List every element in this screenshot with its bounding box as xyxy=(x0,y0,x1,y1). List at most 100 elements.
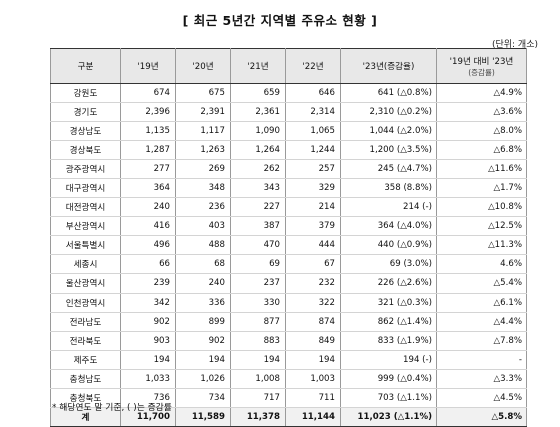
cell-region: 대전광역시 xyxy=(50,197,121,218)
cell-y23: 69 (3.0%) xyxy=(340,254,437,275)
cell-y23: 364 (△4.0%) xyxy=(340,216,437,237)
table-row: 강원도 674 675 659 646 641 (△0.8%) △4.9% xyxy=(50,83,527,104)
cell-change: 4.6% xyxy=(436,254,527,275)
cell-y20: 236 xyxy=(175,197,231,218)
cell-y21: 2,361 xyxy=(230,102,286,123)
cell-y19: 364 xyxy=(120,178,176,199)
cell-y19: 342 xyxy=(120,293,176,313)
cell-y23: 862 (△1.4%) xyxy=(340,312,437,332)
cell-change: △4.4% xyxy=(436,312,527,332)
table-row: 울산광역시 239 240 237 232 226 (△2.6%) △5.4% xyxy=(50,273,527,294)
header-change-label: '19년 대비 '23년 xyxy=(449,56,514,67)
cell-y19: 277 xyxy=(120,159,176,180)
cell-y22: 67 xyxy=(285,254,341,275)
cell-region: 경상남도 xyxy=(50,121,121,142)
cell-y19: 902 xyxy=(120,312,176,332)
cell-y22: 444 xyxy=(285,235,341,256)
cell-y20: 336 xyxy=(175,293,231,313)
table-row: 인천광역시 342 336 330 322 321 (△0.3%) △6.1% xyxy=(50,293,527,313)
cell-y23: 226 (△2.6%) xyxy=(340,273,437,294)
cell-region: 세종시 xyxy=(50,254,121,275)
cell-y20: 68 xyxy=(175,254,231,275)
table-row: 대전광역시 240 236 227 214 214 (-) △10.8% xyxy=(50,197,527,218)
cell-y23: 999 (△0.4%) xyxy=(340,369,437,389)
cell-y21: 330 xyxy=(230,293,286,313)
cell-y20: 488 xyxy=(175,235,231,256)
cell-y21: 262 xyxy=(230,159,286,180)
header-2023-label: '23년 xyxy=(362,62,384,72)
cell-y20: 902 xyxy=(175,331,231,351)
cell-y22: 2,314 xyxy=(285,102,341,123)
cell-change: △5.4% xyxy=(436,273,527,294)
cell-y22: 1,244 xyxy=(285,140,341,161)
table-row: 경상남도 1,135 1,117 1,090 1,065 1,044 (△2.0%) △8.… xyxy=(50,121,527,142)
cell-y23: 641 (△0.8%) xyxy=(340,83,437,104)
cell-y19: 240 xyxy=(120,197,176,218)
cell-region: 울산광역시 xyxy=(50,273,121,294)
cell-y23: 703 (△1.1%) xyxy=(340,388,437,408)
gas-station-table: 구분 '19년 '20년 '21년 '22년 '23년(증감율) '19년 대비… xyxy=(50,48,527,427)
cell-y19: 1,287 xyxy=(120,140,176,161)
table-row: 충청북도 736 734 717 711 703 (△1.1%) △4.5% xyxy=(50,388,527,408)
cell-region: 광주광역시 xyxy=(50,159,121,180)
cell-change: △12.5% xyxy=(436,216,527,237)
cell-y23: 245 (△4.7%) xyxy=(340,159,437,180)
table-row: 경상북도 1,287 1,263 1,264 1,244 1,200 (△3.5%) △6.… xyxy=(50,140,527,161)
cell-y22: 1,065 xyxy=(285,121,341,142)
cell-region: 인천광역시 xyxy=(50,293,121,313)
cell-y22: 711 xyxy=(285,388,341,408)
cell-change: △6.8% xyxy=(436,140,527,161)
cell-y20: 899 xyxy=(175,312,231,332)
cell-change: △8.0% xyxy=(436,121,527,142)
table-row: 충청남도 1,033 1,026 1,008 1,003 999 (△0.4%) △3.3% xyxy=(50,369,527,389)
cell-y21: 69 xyxy=(230,254,286,275)
cell-y21: 877 xyxy=(230,312,286,332)
cell-region: 대구광역시 xyxy=(50,178,121,199)
cell-y22: 322 xyxy=(285,293,341,313)
cell-region: 제주도 xyxy=(50,350,121,370)
cell-y20: 348 xyxy=(175,178,231,199)
cell-y19: 1,033 xyxy=(120,369,176,389)
cell-y21: 194 xyxy=(230,350,286,370)
cell-change: △7.8% xyxy=(436,331,527,351)
cell-y21: 1,090 xyxy=(230,121,286,142)
cell-y19: 416 xyxy=(120,216,176,237)
table-row: 전라북도 903 902 883 849 833 (△1.9%) △7.8% xyxy=(50,331,527,351)
table-title: [ 최근 5년간 지역별 주유소 현황 ] xyxy=(182,13,378,28)
cell-change: △3.3% xyxy=(436,369,527,389)
header-change: '19년 대비 '23년 (증감률) xyxy=(436,48,527,84)
cell-y20: 1,026 xyxy=(175,369,231,389)
cell-y20: 2,391 xyxy=(175,102,231,123)
cell-change: △4.5% xyxy=(436,388,527,408)
cell-y23: 440 (△0.9%) xyxy=(340,235,437,256)
cell-region: 경기도 xyxy=(50,102,121,123)
cell-region: 부산광역시 xyxy=(50,216,121,237)
table-row: 서울특별시 496 488 470 444 440 (△0.9%) △11.3% xyxy=(50,235,527,256)
header-change-sub: (증감률) xyxy=(468,67,495,77)
table-row: 광주광역시 277 269 262 257 245 (△4.7%) △11.6% xyxy=(50,159,527,180)
cell-y21: 1,264 xyxy=(230,140,286,161)
cell-y20: 734 xyxy=(175,388,231,408)
cell-y20: 403 xyxy=(175,216,231,237)
cell-change: - xyxy=(436,350,527,370)
cell-y21: 227 xyxy=(230,197,286,218)
header-2021: '21년 xyxy=(230,48,286,84)
cell-region: 서울특별시 xyxy=(50,235,121,256)
cell-region: 경상북도 xyxy=(50,140,121,161)
cell-y21: 659 xyxy=(230,83,286,104)
cell-y22: 214 xyxy=(285,197,341,218)
cell-y21: 387 xyxy=(230,216,286,237)
cell-y19: 903 xyxy=(120,331,176,351)
cell-change: △4.9% xyxy=(436,83,527,104)
cell-y21: 237 xyxy=(230,273,286,294)
cell-change: △6.1% xyxy=(436,293,527,313)
cell-y22: 646 xyxy=(285,83,341,104)
cell-change: △1.7% xyxy=(436,178,527,199)
cell-y20: 194 xyxy=(175,350,231,370)
cell-y22: 849 xyxy=(285,331,341,351)
header-2019: '19년 xyxy=(120,48,176,84)
cell-y20: 1,117 xyxy=(175,121,231,142)
cell-region: 전라북도 xyxy=(50,331,121,351)
cell-region: 강원도 xyxy=(50,83,121,104)
cell-y22: 329 xyxy=(285,178,341,199)
